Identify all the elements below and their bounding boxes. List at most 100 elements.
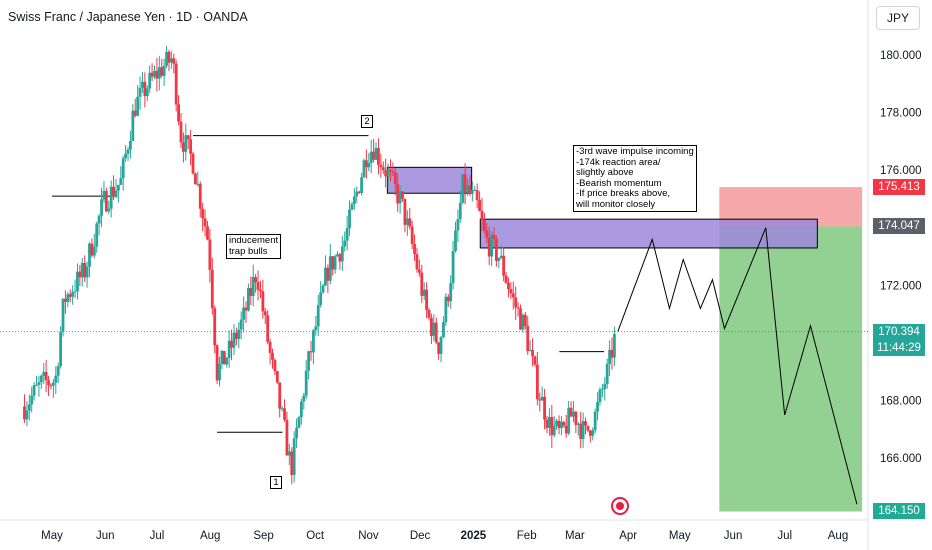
candle-body — [389, 169, 392, 172]
candle-body — [588, 430, 592, 436]
candle-body — [232, 332, 236, 348]
candle-body — [586, 425, 590, 431]
candle-body — [458, 202, 462, 220]
candle-body — [172, 58, 176, 64]
y-tick-label: 180.000 — [880, 50, 922, 62]
candle-body — [196, 183, 200, 185]
chart-title: Swiss Franc / Japanese Yen · 1D · OANDA — [8, 10, 248, 24]
candle-body — [141, 81, 144, 88]
candle-body — [107, 208, 111, 212]
candle-body — [562, 421, 566, 426]
candle-body — [519, 308, 522, 330]
candle-body — [271, 352, 274, 360]
candle-body — [478, 200, 481, 211]
candle-body — [509, 289, 513, 294]
candle-body — [369, 151, 373, 164]
candle-body — [377, 147, 380, 165]
bar-countdown: 11:44:29 — [877, 341, 921, 354]
candle-body — [155, 70, 159, 79]
candle-body — [345, 228, 349, 241]
candle-body — [261, 291, 265, 312]
candle-body — [526, 325, 530, 352]
candle-body — [576, 423, 580, 425]
candle-body — [319, 292, 323, 306]
candle-body — [314, 326, 318, 331]
candle-body — [348, 209, 351, 229]
candle-body — [451, 251, 455, 284]
candle-body — [497, 257, 501, 261]
y-tick-label: 166.000 — [880, 453, 922, 465]
candle-body — [247, 288, 250, 311]
candle-body — [569, 407, 573, 417]
candle-body — [95, 223, 99, 247]
candle-body — [263, 311, 267, 316]
candle-body — [309, 351, 313, 353]
candle-body — [535, 364, 539, 400]
candle-body — [126, 149, 130, 154]
candle-body — [266, 315, 270, 342]
candle-body — [417, 269, 421, 273]
candle-body — [278, 382, 282, 409]
candle-body — [437, 342, 441, 354]
candle-body — [492, 234, 496, 239]
candle-body — [44, 371, 48, 381]
candle-body — [495, 238, 498, 261]
candle-body — [603, 384, 607, 390]
candle-body — [581, 421, 585, 440]
candle-body — [90, 243, 94, 256]
candle-body — [415, 254, 419, 270]
candle-body — [331, 256, 335, 270]
candle-body — [499, 255, 503, 258]
x-tick-label: Feb — [517, 530, 537, 542]
candle-body — [391, 171, 395, 173]
candle-body — [259, 289, 262, 292]
candle-body — [528, 350, 532, 352]
candle-body — [78, 271, 82, 278]
candle-body — [59, 331, 62, 367]
candle-body — [66, 294, 70, 302]
candle-body — [557, 420, 561, 429]
candle-body — [97, 215, 101, 224]
x-tick-label: Jul — [150, 530, 165, 542]
candle-body — [92, 246, 96, 256]
current-price-value: 170.394 — [878, 325, 920, 338]
candle-body — [150, 72, 154, 77]
candle-body — [145, 88, 149, 97]
candle-body — [473, 190, 477, 192]
candle-body — [47, 380, 50, 386]
candle-body — [131, 110, 135, 141]
x-tick-label: Aug — [200, 530, 220, 542]
replay-icon[interactable] — [611, 497, 629, 515]
candle-body — [468, 185, 472, 194]
candle-body — [32, 385, 36, 396]
candle-body — [456, 219, 460, 231]
candle-body — [446, 296, 450, 302]
candle-body — [64, 298, 67, 302]
candle-body — [430, 317, 433, 336]
candle-body — [290, 451, 294, 476]
candle-body — [333, 256, 337, 270]
analysis-note: -3rd wave impulse incoming -174k reactio… — [573, 145, 697, 212]
candle-body — [521, 314, 525, 330]
currency-unit-button[interactable]: JPY — [876, 6, 920, 30]
candle-body — [610, 349, 614, 358]
candle-body — [572, 411, 575, 417]
candle-body — [328, 256, 332, 281]
candle-body — [487, 237, 491, 257]
candle-body — [425, 289, 428, 310]
candle-body — [560, 421, 563, 429]
x-tick-label: Nov — [358, 530, 379, 542]
candle-body — [129, 140, 132, 150]
supply-zone-1 — [386, 166, 473, 194]
candle-body — [138, 87, 142, 97]
x-tick-label: May — [669, 530, 691, 542]
candle-body — [427, 309, 431, 318]
candle-body — [237, 329, 241, 339]
candle-body — [372, 151, 376, 160]
candle-body — [547, 416, 551, 428]
candle-body — [511, 293, 515, 298]
wave-2-label: 2 — [361, 115, 373, 128]
candle-body — [189, 139, 193, 154]
candle-body — [304, 370, 308, 396]
